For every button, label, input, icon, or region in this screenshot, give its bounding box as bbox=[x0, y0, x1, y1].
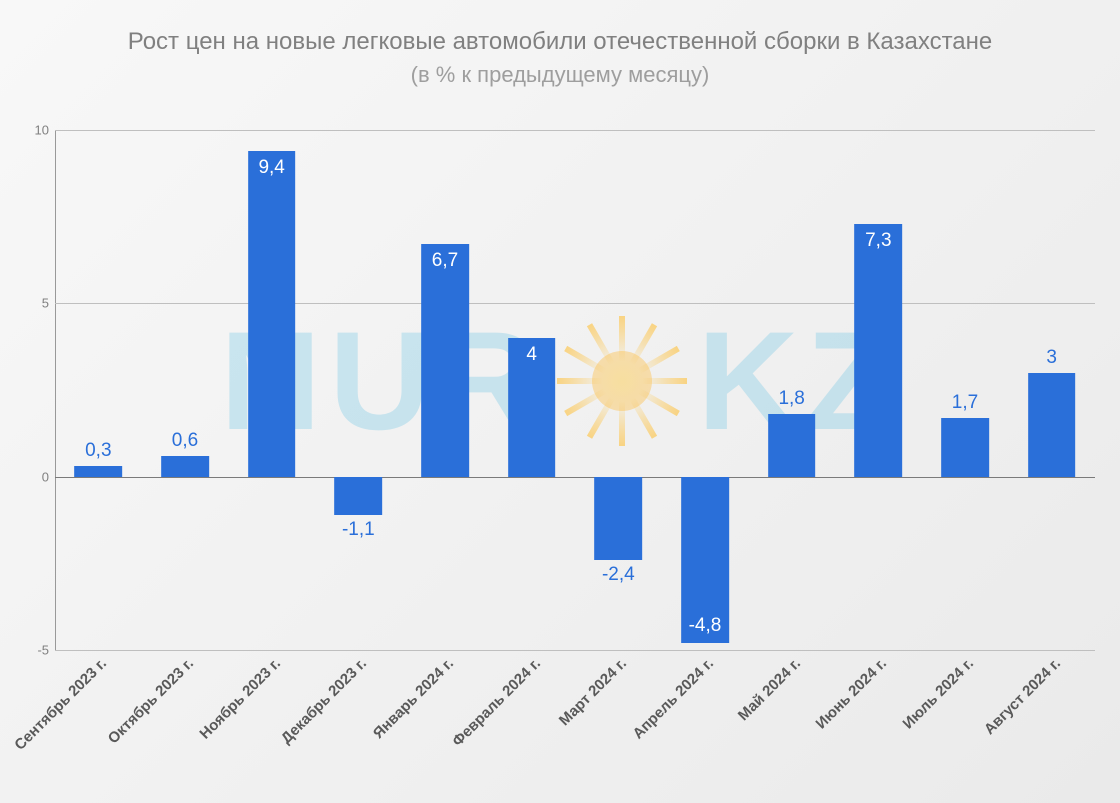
value-label: 4 bbox=[526, 344, 537, 366]
chart-container: Рост цен на новые легковые автомобили от… bbox=[0, 0, 1120, 803]
x-axis-label: Январь 2024 г. bbox=[370, 655, 457, 742]
chart-subtitle: (в % к предыдущему месяцу) bbox=[0, 62, 1120, 88]
chart-title: Рост цен на новые легковые автомобили от… bbox=[0, 28, 1120, 56]
bar-slot: 6,7 bbox=[402, 130, 489, 650]
bar bbox=[248, 151, 296, 477]
x-axis-label: Май 2024 г. bbox=[734, 655, 803, 724]
bar bbox=[768, 414, 816, 476]
bar-slot: -2,4 bbox=[575, 130, 662, 650]
bar-slot: 1,7 bbox=[922, 130, 1009, 650]
x-axis-label: Июль 2024 г. bbox=[900, 655, 977, 732]
value-label: 1,7 bbox=[952, 392, 978, 414]
value-label: 1,8 bbox=[778, 388, 804, 410]
bar bbox=[941, 418, 989, 477]
value-label: 6,7 bbox=[432, 250, 458, 272]
x-axis-labels: Сентябрь 2023 г.Октябрь 2023 г.Ноябрь 20… bbox=[55, 655, 1095, 795]
gridline bbox=[55, 650, 1095, 651]
bar-slot: 1,8 bbox=[748, 130, 835, 650]
x-axis-label: Март 2024 г. bbox=[556, 655, 630, 729]
bar bbox=[161, 456, 209, 477]
value-label: 0,3 bbox=[85, 440, 111, 462]
y-tick-label: 5 bbox=[25, 296, 49, 311]
x-axis-label: Февраль 2024 г. bbox=[449, 655, 544, 750]
y-tick-label: -5 bbox=[25, 643, 49, 658]
x-axis-label: Октябрь 2023 г. bbox=[105, 655, 197, 747]
x-axis-label: Ноябрь 2023 г. bbox=[196, 655, 284, 743]
bar bbox=[421, 244, 469, 476]
value-label: -4,8 bbox=[689, 615, 722, 637]
bar-slot: 3 bbox=[1008, 130, 1095, 650]
bar-slot: 7,3 bbox=[835, 130, 922, 650]
value-label: 7,3 bbox=[865, 230, 891, 252]
y-tick-label: 0 bbox=[25, 469, 49, 484]
bar-slot: 0,6 bbox=[142, 130, 229, 650]
bar bbox=[335, 477, 383, 515]
value-label: 0,6 bbox=[172, 430, 198, 452]
bar-slot: 0,3 bbox=[55, 130, 142, 650]
x-axis-label: Апрель 2024 г. bbox=[630, 655, 718, 743]
x-axis-label: Июнь 2024 г. bbox=[813, 655, 890, 732]
title-block: Рост цен на новые легковые автомобили от… bbox=[0, 0, 1120, 88]
value-label: -1,1 bbox=[342, 519, 375, 541]
value-label: -2,4 bbox=[602, 564, 635, 586]
bar bbox=[1028, 373, 1076, 477]
x-axis-label: Декабрь 2023 г. bbox=[278, 655, 370, 747]
y-tick-label: 10 bbox=[25, 123, 49, 138]
bar bbox=[595, 477, 643, 560]
x-axis-label: Сентябрь 2023 г. bbox=[12, 655, 111, 754]
plot-area: -505100,30,69,4-1,16,74-2,4-4,81,87,31,7… bbox=[55, 130, 1095, 650]
x-axis-label: Август 2024 г. bbox=[981, 655, 1064, 738]
bar bbox=[75, 466, 123, 476]
bar bbox=[855, 224, 903, 477]
value-label: 3 bbox=[1046, 347, 1057, 369]
value-label: 9,4 bbox=[258, 157, 284, 179]
bar-slot: -1,1 bbox=[315, 130, 402, 650]
bar-slot: -4,8 bbox=[662, 130, 749, 650]
bar-slot: 4 bbox=[488, 130, 575, 650]
bar-slot: 9,4 bbox=[228, 130, 315, 650]
